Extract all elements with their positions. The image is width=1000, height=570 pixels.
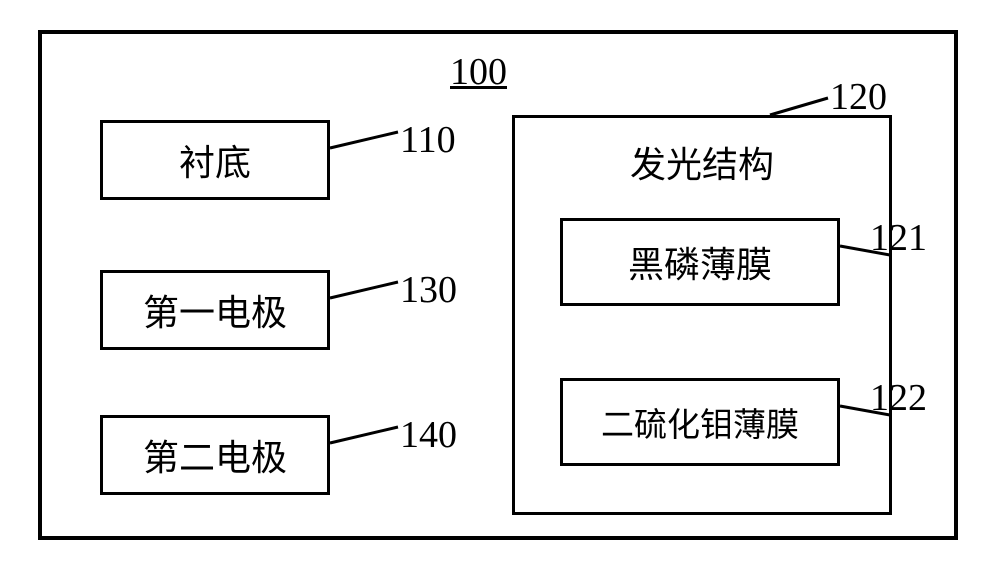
ref-140: 140 xyxy=(400,413,457,457)
box-electrode-1-label: 第一电极 xyxy=(143,284,287,336)
ref-121: 121 xyxy=(870,216,927,260)
box-bp-film: 黑磷薄膜 xyxy=(560,218,840,306)
figure-title: 100 xyxy=(450,50,507,94)
box-electrode-2: 第二电极 xyxy=(100,415,330,495)
box-substrate-label: 衬底 xyxy=(179,134,251,186)
box-electrode-1: 第一电极 xyxy=(100,270,330,350)
box-mos2-film-label: 二硫化钼薄膜 xyxy=(601,398,799,446)
ref-130: 130 xyxy=(400,268,457,312)
box-emissive-structure-label: 发光结构 xyxy=(630,136,774,188)
ref-110: 110 xyxy=(400,118,456,162)
diagram-canvas: 100 衬底 第一电极 第二电极 发光结构 黑磷薄膜 二硫化钼薄膜 110 13… xyxy=(0,0,1000,570)
ref-122: 122 xyxy=(870,376,927,420)
box-mos2-film: 二硫化钼薄膜 xyxy=(560,378,840,466)
box-electrode-2-label: 第二电极 xyxy=(143,429,287,481)
box-bp-film-label: 黑磷薄膜 xyxy=(628,236,772,288)
box-substrate: 衬底 xyxy=(100,120,330,200)
ref-120: 120 xyxy=(830,75,887,119)
figure-title-number: 100 xyxy=(450,51,507,93)
